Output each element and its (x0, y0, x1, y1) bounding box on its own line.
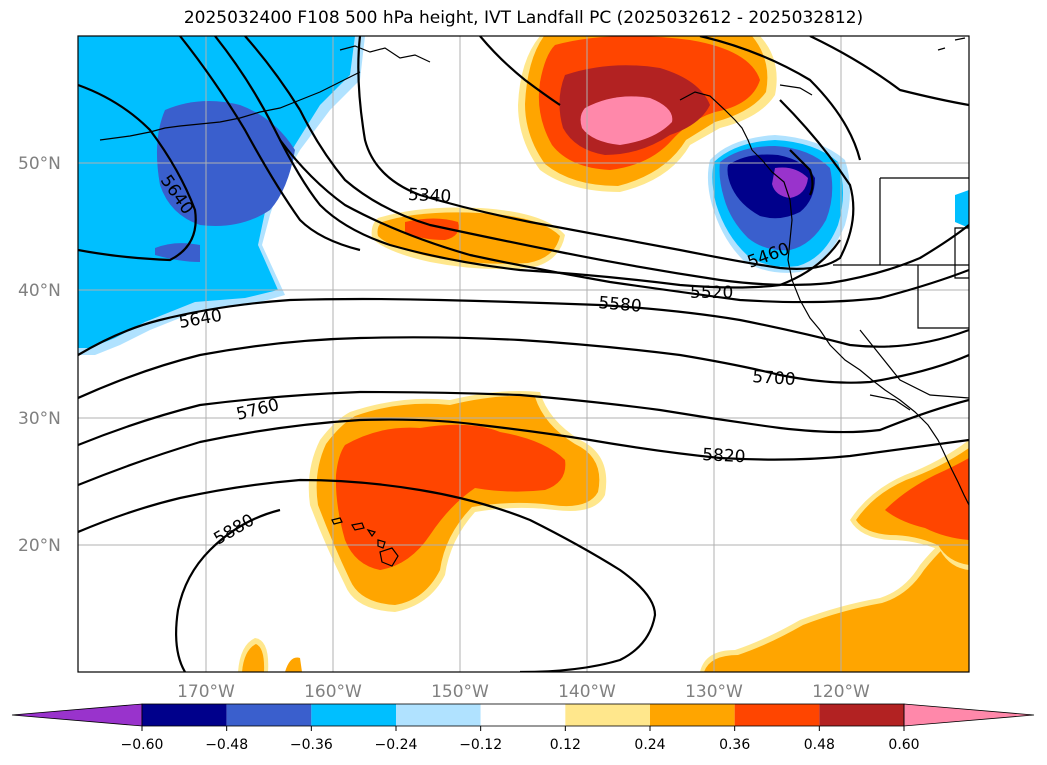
lon-label-170w: 170°W (177, 682, 235, 702)
colorbar-tick-label: 0.36 (719, 737, 750, 753)
colorbar-tick-label: −0.48 (205, 737, 248, 753)
colorbar-segment (142, 704, 227, 726)
colorbar-segment (734, 704, 820, 726)
lon-label-150w: 150°W (431, 682, 489, 702)
ivt-positive-region-gulf-of-alaska (518, 36, 777, 192)
colorbar-tick-label: 0.12 (550, 737, 581, 753)
hawaii-islands (331, 517, 399, 567)
map-plot-area (78, 36, 969, 672)
lat-label-20n: 20°N (18, 536, 61, 556)
ivt-positive-region-southeast (238, 440, 969, 672)
latitude-labels: 50°N 40°N 30°N 20°N (18, 154, 61, 556)
contour-label-5580: 5580 (598, 293, 643, 317)
contour-label-5520: 5520 (690, 283, 733, 303)
colorbar-ticks: −0.60 −0.48 −0.36 −0.24 −0.12 0.12 0.24 0.36 0.4… (121, 726, 920, 753)
colorbar-segment (311, 704, 396, 726)
colorbar-tick-label: −0.24 (375, 737, 418, 753)
longitude-labels: 170°W 160°W 150°W 140°W 130°W 120°W (177, 682, 870, 702)
lat-label-30n: 30°N (18, 409, 61, 429)
colorbar-segment (396, 704, 481, 726)
map-frame (77, 35, 970, 673)
height-contours (78, 36, 969, 672)
ivt-negative-region-northwest (78, 36, 365, 355)
contour-label-5820: 5820 (702, 445, 746, 467)
lat-label-50n: 50°N (18, 154, 61, 174)
map-title: 2025032400 F108 500 hPa height, IVT Land… (183, 8, 864, 28)
colorbar-tick-label: 0.48 (804, 737, 835, 753)
colorbar-segment (650, 704, 735, 726)
colorbar-segment (480, 704, 566, 726)
colorbar-segments (11, 703, 1035, 727)
colorbar-extend-low (11, 703, 143, 727)
contour-label-5340: 5340 (407, 185, 451, 207)
colorbar-segment (565, 704, 650, 726)
lon-label-140w: 140°W (558, 682, 616, 702)
colorbar-segment (819, 704, 904, 726)
colorbar-tick-label: −0.36 (290, 737, 333, 753)
colorbar-tick-label: −0.12 (459, 737, 502, 753)
lon-label-160w: 160°W (304, 682, 362, 702)
ivt-positive-region-hawaii (308, 391, 607, 612)
colorbar-tick-label: −0.60 (121, 737, 164, 753)
contour-label-5700: 5700 (752, 367, 797, 390)
lon-label-120w: 120°W (812, 682, 870, 702)
colorbar: −0.60 −0.48 −0.36 −0.24 −0.12 0.12 0.24 0.36 0.4… (11, 703, 1035, 753)
map-gridlines (78, 36, 969, 672)
lat-label-40n: 40°N (18, 281, 61, 301)
colorbar-tick-label: 0.60 (888, 737, 919, 753)
colorbar-extend-high (903, 703, 1035, 727)
colorbar-tick-label: 0.24 (634, 737, 665, 753)
colorbar-outline (141, 703, 905, 727)
colorbar-segment (226, 704, 312, 726)
lon-label-130w: 130°W (685, 682, 743, 702)
